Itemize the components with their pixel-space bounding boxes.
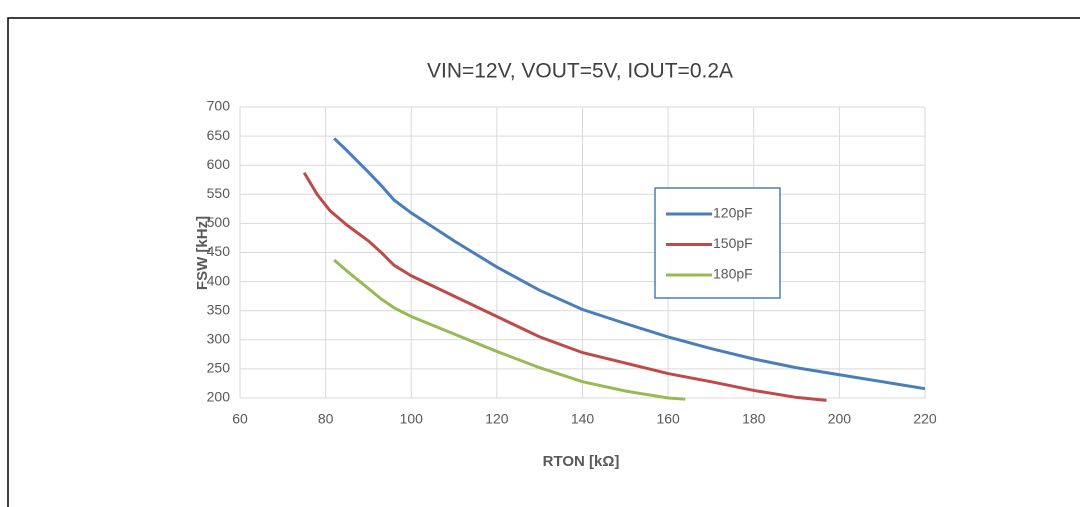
x-tick-label: 140 bbox=[571, 411, 595, 427]
legend-label: 150pF bbox=[713, 235, 753, 251]
y-tick-label: 200 bbox=[207, 389, 231, 405]
y-tick-label: 350 bbox=[207, 301, 231, 317]
y-tick-label: 550 bbox=[207, 185, 231, 201]
frame bbox=[7, 17, 1080, 507]
y-tick-label: 450 bbox=[207, 243, 231, 259]
legend-label: 180pF bbox=[713, 266, 753, 282]
x-tick-label: 80 bbox=[318, 411, 334, 427]
chart-title: VIN=12V, VOUT=5V, IOUT=0.2A bbox=[427, 60, 733, 83]
series-line bbox=[302, 171, 827, 402]
legend-label: 120pF bbox=[713, 205, 753, 221]
y-tick-label: 300 bbox=[207, 331, 231, 347]
y-tick-label: 600 bbox=[207, 156, 231, 172]
y-tick-label: 400 bbox=[207, 272, 231, 288]
x-tick-label: 220 bbox=[913, 411, 937, 427]
x-axis-label: RTON [kΩ] bbox=[543, 453, 620, 470]
y-tick-label: 650 bbox=[207, 127, 231, 143]
y-tick-label: 500 bbox=[207, 214, 231, 230]
y-axis-label: FSW [kHz] bbox=[194, 216, 211, 290]
x-tick-label: 200 bbox=[828, 411, 852, 427]
grid bbox=[239, 106, 926, 399]
series-line bbox=[333, 137, 926, 391]
x-tick-label: 60 bbox=[232, 411, 248, 427]
x-tick-label: 180 bbox=[742, 411, 766, 427]
x-tick-label: 160 bbox=[656, 411, 680, 427]
x-tick-label: 120 bbox=[485, 411, 509, 427]
y-tick-label: 700 bbox=[207, 98, 231, 114]
y-tick-label: 250 bbox=[207, 360, 231, 376]
x-tick-label: 100 bbox=[400, 411, 424, 427]
series-line bbox=[333, 258, 686, 401]
